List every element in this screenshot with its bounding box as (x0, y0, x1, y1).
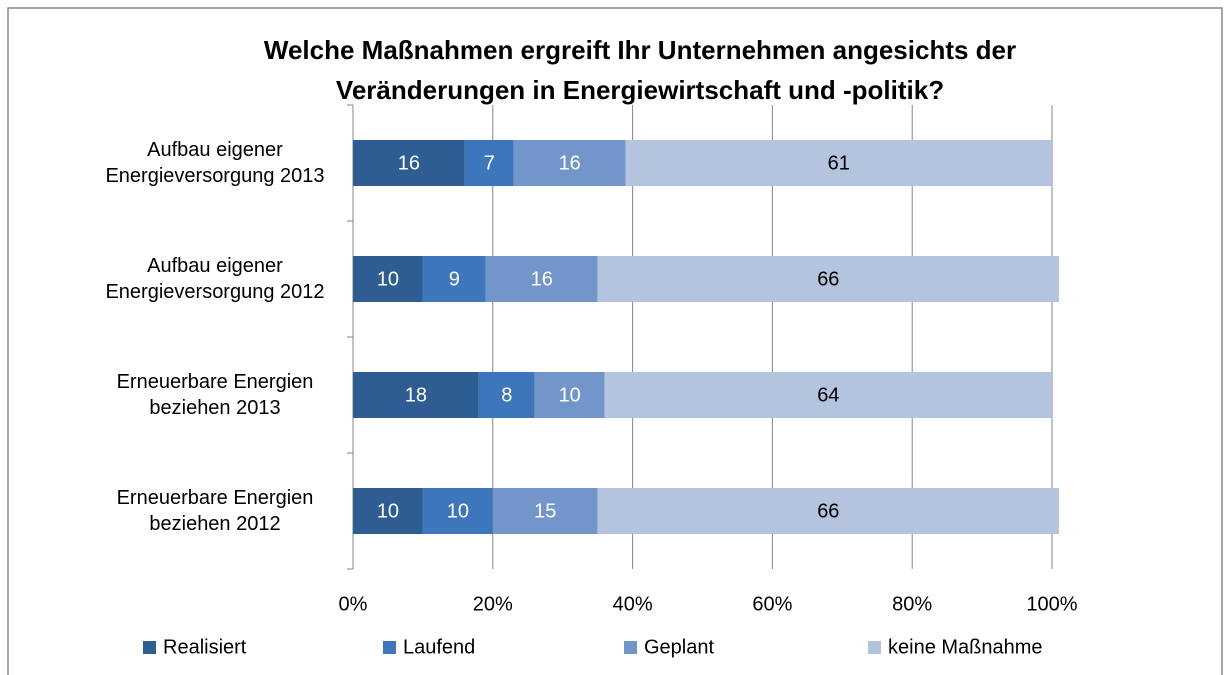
bar-segment (492, 488, 598, 534)
bar-segment (353, 256, 423, 302)
x-tick-label: 60% (752, 593, 792, 615)
data-label: 15 (534, 500, 556, 522)
legend-swatch (143, 641, 156, 654)
legend-label: keine Maßnahme (888, 636, 1043, 658)
data-label: 66 (817, 268, 839, 290)
legend-label: Laufend (403, 636, 475, 658)
bar-segment (353, 140, 465, 186)
legend-label: Geplant (644, 636, 714, 658)
x-tick-label: 0% (339, 593, 368, 615)
y-tick-label: Aufbau eigener Energieversorgung 2012 (105, 255, 325, 303)
bar-segment (597, 256, 1059, 302)
data-label: 10 (447, 500, 469, 522)
data-label: 66 (817, 500, 839, 522)
data-label: 10 (377, 268, 399, 290)
x-tick-label: 40% (613, 593, 653, 615)
x-tick-label: 100% (1026, 593, 1077, 615)
data-label: 16 (398, 152, 420, 174)
data-label: 10 (559, 384, 581, 406)
data-label: 61 (828, 152, 850, 174)
data-label: 9 (449, 268, 460, 290)
bar-segment (604, 372, 1052, 418)
x-tick-label: 80% (892, 593, 932, 615)
data-label: 16 (559, 152, 581, 174)
data-label: 18 (405, 384, 427, 406)
bar-segment (478, 372, 535, 418)
bar-segment (534, 372, 605, 418)
bar-segment (464, 140, 514, 186)
data-label: 64 (817, 384, 839, 406)
y-tick-label: Aufbau eigener Energieversorgung 2013 (105, 139, 325, 187)
data-label: 16 (531, 268, 553, 290)
bar-segment (422, 256, 486, 302)
x-tick-label: 20% (473, 593, 513, 615)
y-tick-label: Erneuerbare Energien beziehen 2012 (116, 487, 314, 535)
bar-segment (625, 140, 1052, 186)
chart-border (7, 7, 1223, 675)
bar-segment (353, 488, 423, 534)
bar-segment (513, 140, 626, 186)
bar-segment (422, 488, 493, 534)
legend-label: Realisiert (163, 636, 247, 658)
data-label: 10 (377, 500, 399, 522)
legend-swatch (383, 641, 396, 654)
data-label: 7 (484, 152, 495, 174)
chart-title: Welche Maßnahmen ergreift Ihr Unternehme… (263, 35, 1017, 105)
legend-swatch (868, 641, 881, 654)
data-label: 8 (501, 384, 512, 406)
bar-segment (485, 256, 598, 302)
legend-swatch (624, 641, 637, 654)
bar-segment (353, 372, 479, 418)
y-tick-label: Erneuerbare Energien beziehen 2013 (116, 371, 314, 419)
bar-segment (597, 488, 1059, 534)
